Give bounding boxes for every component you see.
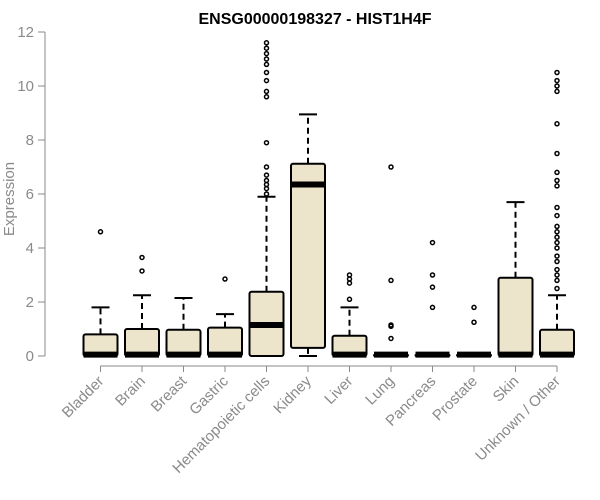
outlier-point [346,296,353,303]
box-skin [497,201,534,358]
outlier-point [471,319,477,325]
box-lung [373,164,409,358]
outlier-point [388,277,394,284]
box-body [290,162,326,349]
outlier-point [263,69,270,76]
outlier-point [263,139,270,146]
outlier-point [554,285,560,292]
y-axis-label: Expression [1,162,18,236]
box-gastric [207,276,243,358]
y-tick-label: 8 [26,132,34,149]
outlier-point [554,169,560,176]
outlier-point [263,56,270,62]
outlier-point [554,229,560,235]
outlier-point [263,88,270,95]
y-tick-label: 10 [17,78,34,95]
outlier-point [471,304,477,311]
y-tick-label: 2 [26,294,34,311]
outlier-point [429,272,436,278]
y-tick-label: 4 [26,240,34,257]
outlier-point [263,191,270,197]
category-label: Skin [490,373,523,406]
outlier-point [139,254,145,261]
outlier-point [388,164,394,170]
outlier-point [263,45,270,51]
outlier-point [263,164,270,170]
outlier-point [554,266,560,273]
box-brain [124,254,160,358]
box-liver [331,272,368,358]
boxes-layer [82,40,575,358]
outlier-point [429,284,436,290]
outlier-point [346,272,353,278]
outlier-point [388,335,394,342]
box-prostate [456,304,492,358]
box-unknown-other [539,69,575,358]
box-pancreas [414,239,451,358]
outlier-point [554,234,560,240]
category-label: Bladder [59,373,108,422]
outlier-point [554,239,560,246]
outlier-point [222,276,228,282]
outlier-point [263,177,270,184]
outlier-point [263,40,270,46]
outlier-point [554,121,560,127]
category-label: Prostate [429,373,481,425]
outlier-point [429,304,436,311]
outlier-point [554,212,560,219]
outlier-point [554,183,560,189]
outlier-point [554,258,560,265]
category-label: Kidney [270,372,315,417]
box-breast [165,296,202,358]
outlier-point [554,245,560,251]
category-label: Liver [321,373,356,408]
y-tick-label: 6 [26,186,34,203]
outlier-point [263,61,270,68]
outlier-point [263,172,270,178]
box-hematopoietic-cells [248,40,285,357]
category-label: Brain [112,373,149,410]
y-axis: 0 2 4 6 8 10 12 [17,24,558,372]
outlier-point [554,253,560,259]
category-label: Breast [148,372,191,415]
y-tick-label: 0 [26,348,34,365]
outlier-point [388,322,394,328]
outlier-point [139,268,145,274]
outlier-point [554,88,560,95]
outlier-point [554,77,560,84]
outlier-point [554,150,560,157]
outlier-point [263,77,270,84]
outlier-point [554,69,560,76]
outlier-point [554,177,560,184]
outlier-point [554,83,560,89]
outlier-point [429,239,436,246]
box-body [497,276,534,358]
outlier-point [554,277,560,284]
box-kidney [290,113,326,357]
outlier-point [554,272,560,278]
outlier-point [97,229,104,235]
chart-title: ENSG00000198327 - HIST1H4F [198,11,431,28]
box-bladder [82,229,119,358]
outlier-point [554,223,560,230]
category-label: Lung [362,373,398,409]
outlier-point [263,50,270,57]
outlier-point [554,204,560,211]
outlier-point [263,94,270,100]
y-tick-label: 12 [17,24,34,41]
